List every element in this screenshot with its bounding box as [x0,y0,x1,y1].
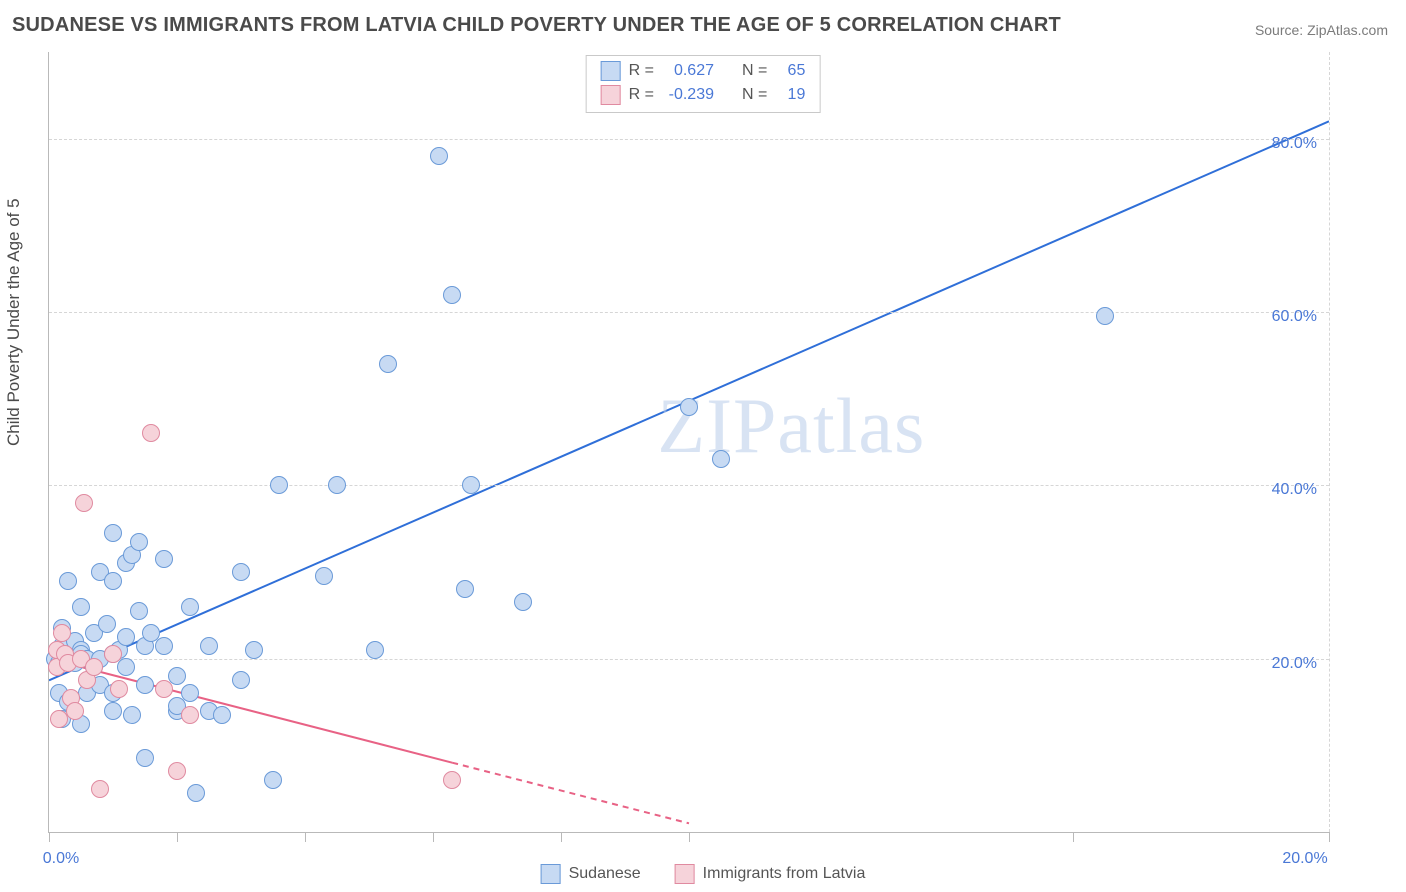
data-point [315,567,333,585]
data-point [104,645,122,663]
legend-stat-row: R = -0.239 N = 19 [601,83,806,107]
chart-container: SUDANESE VS IMMIGRANTS FROM LATVIA CHILD… [0,0,1406,892]
data-point [123,706,141,724]
chart-title: SUDANESE VS IMMIGRANTS FROM LATVIA CHILD… [12,14,1061,37]
data-point [245,641,263,659]
legend-swatch [601,61,621,81]
data-point [130,533,148,551]
data-point [72,598,90,616]
x-tick-mark [49,832,50,842]
data-point [104,524,122,542]
legend-label: Sudanese [569,865,641,883]
data-point [104,572,122,590]
legend-stat-row: R = 0.627 N = 65 [601,59,806,83]
data-point [270,476,288,494]
r-value: -0.239 [662,83,714,107]
data-point [456,580,474,598]
legend-item: Immigrants from Latvia [675,864,866,884]
x-tick-mark [1329,832,1330,842]
data-point [117,628,135,646]
data-point [443,286,461,304]
plot-right-edge [1329,52,1330,832]
data-point [181,684,199,702]
data-point [104,702,122,720]
y-axis-label: Child Poverty Under the Age of 5 [4,198,24,446]
plot-area: ZIPatlas 20.0%40.0%60.0%80.0%0.0%20.0% [48,52,1329,833]
x-tick-mark [1073,832,1074,842]
regression-lines-layer [49,52,1329,832]
data-point [155,550,173,568]
n-label: N = [742,59,767,83]
r-label: R = [629,59,654,83]
y-tick-label: 20.0% [1272,655,1317,673]
n-label: N = [742,83,767,107]
data-point [98,615,116,633]
data-point [712,450,730,468]
r-value: 0.627 [662,59,714,83]
data-point [142,424,160,442]
source-attribution: Source: ZipAtlas.com [1255,22,1388,38]
correlation-legend: R = 0.627 N = 65 R = -0.239 N = 19 [586,55,821,113]
x-tick-label: 20.0% [1282,850,1327,868]
data-point [50,710,68,728]
data-point [136,749,154,767]
data-point [379,355,397,373]
y-tick-label: 80.0% [1272,135,1317,153]
data-point [181,598,199,616]
gridline-horizontal [49,485,1329,486]
data-point [514,593,532,611]
legend-item: Sudanese [541,864,641,884]
x-tick-mark [689,832,690,842]
x-tick-mark [177,832,178,842]
data-point [232,671,250,689]
data-point [59,572,77,590]
data-point [130,602,148,620]
x-tick-mark [433,832,434,842]
data-point [264,771,282,789]
data-point [1096,307,1114,325]
legend-swatch [601,85,621,105]
y-tick-label: 40.0% [1272,481,1317,499]
n-value: 19 [775,83,805,107]
data-point [232,563,250,581]
data-point [136,676,154,694]
data-point [168,762,186,780]
data-point [75,494,93,512]
r-label: R = [629,83,654,107]
y-tick-label: 60.0% [1272,308,1317,326]
legend-swatch [675,864,695,884]
n-value: 65 [775,59,805,83]
gridline-horizontal [49,139,1329,140]
data-point [117,658,135,676]
data-point [213,706,231,724]
data-point [66,702,84,720]
data-point [430,147,448,165]
data-point [53,624,71,642]
legend-swatch [541,864,561,884]
series-legend: Sudanese Immigrants from Latvia [541,864,866,884]
data-point [110,680,128,698]
x-tick-mark [561,832,562,842]
data-point [328,476,346,494]
data-point [443,771,461,789]
data-point [187,784,205,802]
data-point [85,658,103,676]
legend-label: Immigrants from Latvia [703,865,866,883]
data-point [155,637,173,655]
x-tick-label: 0.0% [43,850,79,868]
data-point [91,780,109,798]
data-point [155,680,173,698]
gridline-horizontal [49,312,1329,313]
data-point [181,706,199,724]
data-point [366,641,384,659]
data-point [680,398,698,416]
data-point [200,637,218,655]
data-point [462,476,480,494]
gridline-horizontal [49,659,1329,660]
x-tick-mark [305,832,306,842]
regression-line-extension [452,763,689,824]
watermark: ZIPatlas [657,381,925,471]
